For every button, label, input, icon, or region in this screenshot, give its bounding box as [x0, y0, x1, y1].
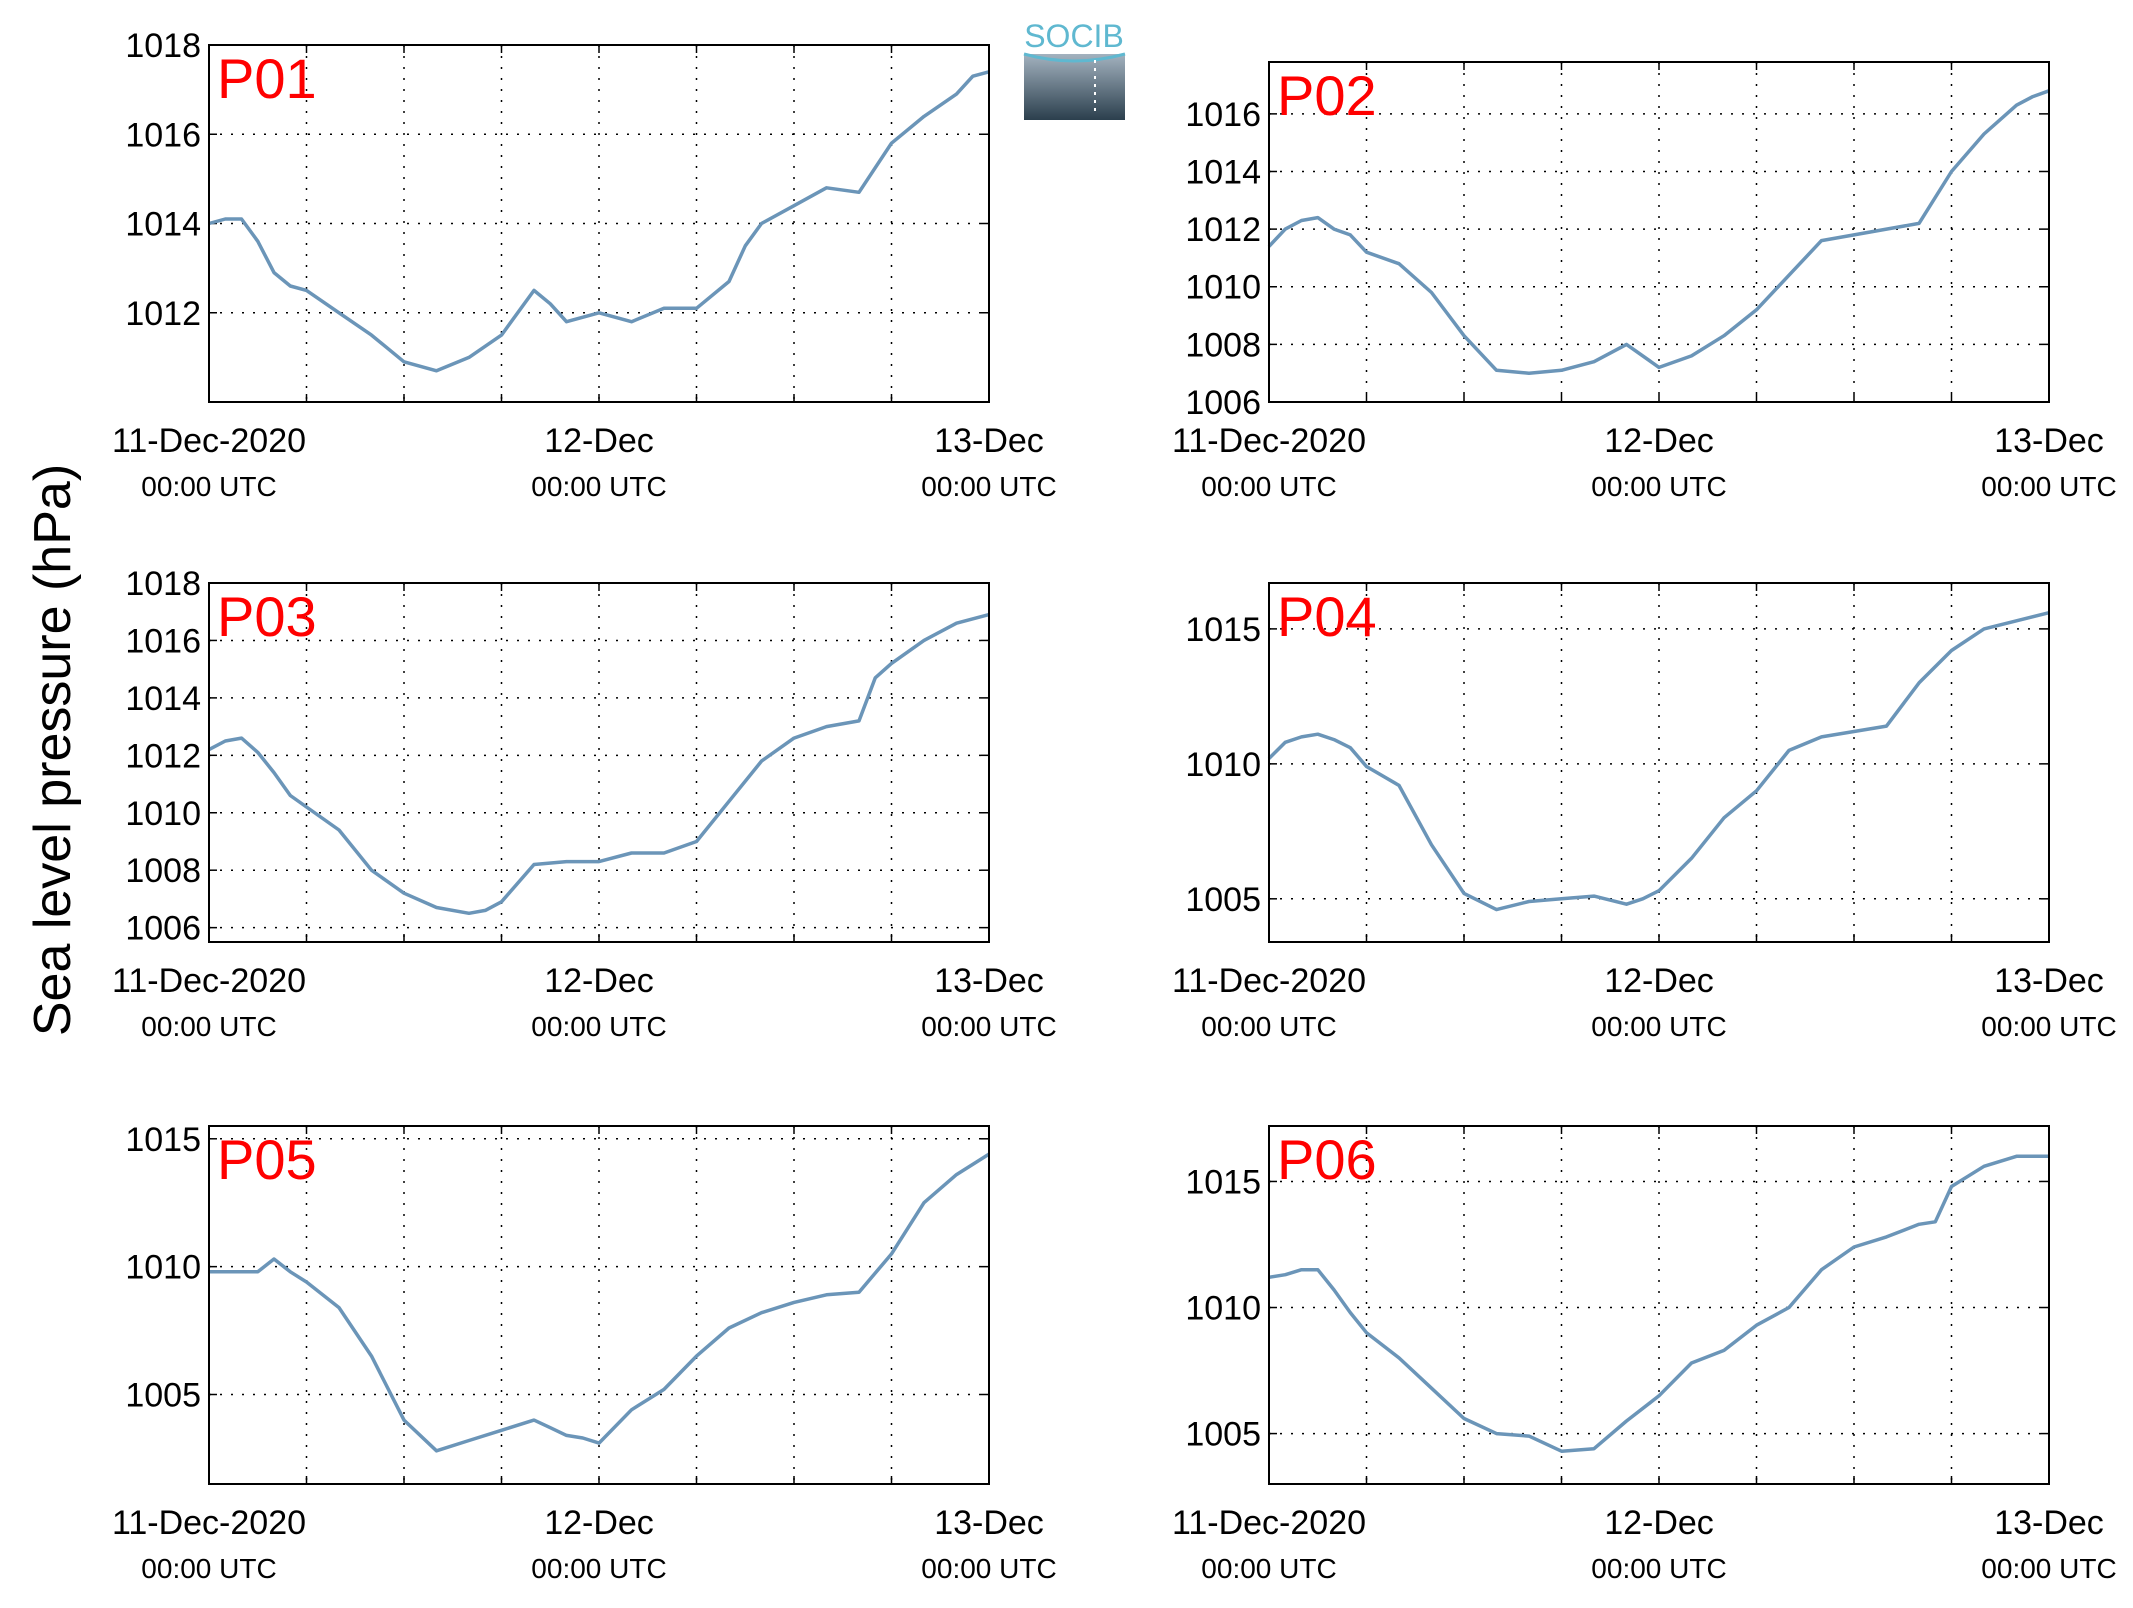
chart-3-series-line: [208, 612, 990, 916]
chart-2-axes-frame: [1268, 61, 2050, 403]
chart-6-x-tick-sublabel: 00:00 UTC: [1981, 1553, 2116, 1584]
chart-6-x-tick-sublabel: 00:00 UTC: [1591, 1553, 1726, 1584]
chart-3-y-tick-label: 1012: [125, 737, 201, 775]
chart-4-x-tick-sublabel: 00:00 UTC: [1201, 1011, 1336, 1042]
chart-4-panel: 1005 1010 1015 11-Dec-2020 00:00 UTC 12-Dec 00…: [1172, 582, 2117, 1042]
chart-3-y-tick-label: 1018: [125, 565, 201, 603]
chart-6-y-tick-label: 1015: [1185, 1163, 1261, 1201]
chart-3-panel: 1006 1008 1010 1012 1014 1016 1018 11-Dec-2020 0…: [112, 565, 1057, 1042]
chart-6-x-tick-sublabel: 00:00 UTC: [1201, 1553, 1336, 1584]
chart-1-panel: 1012 1014 1016 1018 11-Dec-2020 00:00 UTC 12-D…: [112, 27, 1057, 502]
chart-1-x-tick-label: 12-Dec: [544, 422, 654, 460]
chart-3-x-tick-sublabel: 00:00 UTC: [531, 1011, 666, 1042]
chart-6-series-line: [1268, 1154, 2049, 1453]
chart-5-panel: 1005 1010 1015 11-Dec-2020 00:00 UTC 12-Dec 00…: [112, 1121, 1057, 1584]
chart-4-y-tick-label: 1015: [1185, 611, 1261, 649]
chart-3-y-tick-label: 1010: [125, 795, 201, 833]
chart-1-y-tick-label: 1016: [125, 116, 201, 154]
chart-6-panel: 1005 1010 1015 11-Dec-2020 00:00 UTC 12-Dec 00…: [1172, 1125, 2117, 1584]
socib-logo: SOCIB: [1023, 18, 1126, 120]
chart-2-x-tick-label: 12-Dec: [1604, 422, 1714, 460]
logo-text: SOCIB: [1024, 18, 1124, 54]
chart-6-x-tick-label: 11-Dec-2020: [1172, 1504, 1366, 1542]
chart-2-x-tick-label: 13-Dec: [1994, 422, 2104, 460]
chart-5-x-tick-label: 11-Dec-2020: [112, 1504, 306, 1542]
chart-1-y-tick-label: 1018: [125, 27, 201, 65]
chart-3-y-tick-label: 1006: [125, 910, 201, 948]
chart-3-x-tick-label: 12-Dec: [544, 962, 654, 1000]
chart-3-x-tick-sublabel: 00:00 UTC: [921, 1011, 1056, 1042]
chart-1-series-line: [208, 70, 990, 373]
chart-4-x-tick-label: 11-Dec-2020: [1172, 962, 1366, 1000]
chart-4-x-tick-label: 13-Dec: [1994, 962, 2104, 1000]
chart-6-x-tick-label: 12-Dec: [1604, 1504, 1714, 1542]
chart-4-series-line: [1267, 611, 2050, 912]
chart-6-station-label: P06: [1277, 1128, 1377, 1191]
chart-3-axes-frame: [208, 582, 990, 943]
chart-5-y-tick-label: 1010: [125, 1249, 201, 1287]
chart-6-axes-frame: [1268, 1125, 2050, 1485]
chart-1-axes-frame: [208, 44, 990, 403]
chart-3-y-tick-label: 1008: [125, 852, 201, 890]
chart-2-station-label: P02: [1277, 64, 1377, 127]
chart-5-x-tick-sublabel: 00:00 UTC: [921, 1553, 1056, 1584]
chart-5-axes-frame: [208, 1125, 990, 1485]
chart-5-x-tick-sublabel: 00:00 UTC: [531, 1553, 666, 1584]
chart-3-y-tick-label: 1016: [125, 622, 201, 660]
chart-2-panel: 1006 1008 1010 1012 1014 1016 11-Dec-2020 00:00…: [1172, 61, 2117, 502]
chart-6-x-tick-label: 13-Dec: [1994, 1504, 2104, 1542]
chart-5-x-tick-label: 12-Dec: [544, 1504, 654, 1542]
chart-panels: 1012 1014 1016 1018 11-Dec-2020 00:00 UTC 12-D…: [112, 27, 2117, 1584]
chart-2-y-tick-label: 1012: [1185, 211, 1261, 249]
chart-6-y-tick-label: 1005: [1185, 1416, 1261, 1454]
chart-1-x-tick-label: 13-Dec: [934, 422, 1044, 460]
chart-2-x-tick-sublabel: 00:00 UTC: [1201, 471, 1336, 502]
chart-1-x-tick-sublabel: 00:00 UTC: [141, 471, 276, 502]
chart-2-y-tick-label: 1016: [1185, 96, 1261, 134]
chart-2-x-tick-sublabel: 00:00 UTC: [1981, 471, 2116, 502]
chart-4-axes-frame: [1268, 582, 2050, 943]
chart-4-station-label: P04: [1277, 585, 1377, 648]
chart-4-y-tick-label: 1005: [1185, 881, 1261, 919]
y-axis-label: Sea level pressure (hPa): [24, 464, 82, 1036]
chart-3-x-tick-label: 11-Dec-2020: [112, 962, 306, 1000]
chart-3-x-tick-label: 13-Dec: [934, 962, 1044, 1000]
chart-5-x-tick-sublabel: 00:00 UTC: [141, 1553, 276, 1584]
chart-2-x-tick-label: 11-Dec-2020: [1172, 422, 1366, 460]
chart-1-y-tick-label: 1014: [125, 206, 201, 244]
chart-5-series-line: [209, 1152, 990, 1453]
chart-3-station-label: P03: [217, 585, 317, 648]
chart-2-y-tick-label: 1006: [1185, 384, 1261, 422]
chart-2-series-line: [1267, 89, 2050, 375]
chart-6-y-tick-label: 1010: [1185, 1290, 1261, 1328]
chart-1-x-tick-sublabel: 00:00 UTC: [921, 471, 1056, 502]
chart-1-y-tick-label: 1012: [125, 295, 201, 333]
chart-1-x-tick-sublabel: 00:00 UTC: [531, 471, 666, 502]
chart-5-x-tick-label: 13-Dec: [934, 1504, 1044, 1542]
chart-4-y-tick-label: 1010: [1185, 746, 1261, 784]
chart-1-station-label: P01: [217, 47, 317, 110]
chart-4-x-tick-sublabel: 00:00 UTC: [1981, 1011, 2116, 1042]
chart-1-x-tick-label: 11-Dec-2020: [112, 422, 306, 460]
chart-4-x-tick-sublabel: 00:00 UTC: [1591, 1011, 1726, 1042]
chart-3-x-tick-sublabel: 00:00 UTC: [141, 1011, 276, 1042]
chart-2-y-tick-label: 1014: [1185, 153, 1261, 191]
chart-5-y-tick-label: 1015: [125, 1121, 201, 1159]
chart-5-station-label: P05: [217, 1128, 317, 1191]
chart-2-x-tick-sublabel: 00:00 UTC: [1591, 471, 1726, 502]
chart-5-y-tick-label: 1005: [125, 1377, 201, 1415]
chart-2-y-tick-label: 1008: [1185, 326, 1261, 364]
chart-4-x-tick-label: 12-Dec: [1604, 962, 1714, 1000]
chart-2-y-tick-label: 1010: [1185, 269, 1261, 307]
chart-3-y-tick-label: 1014: [125, 680, 201, 718]
